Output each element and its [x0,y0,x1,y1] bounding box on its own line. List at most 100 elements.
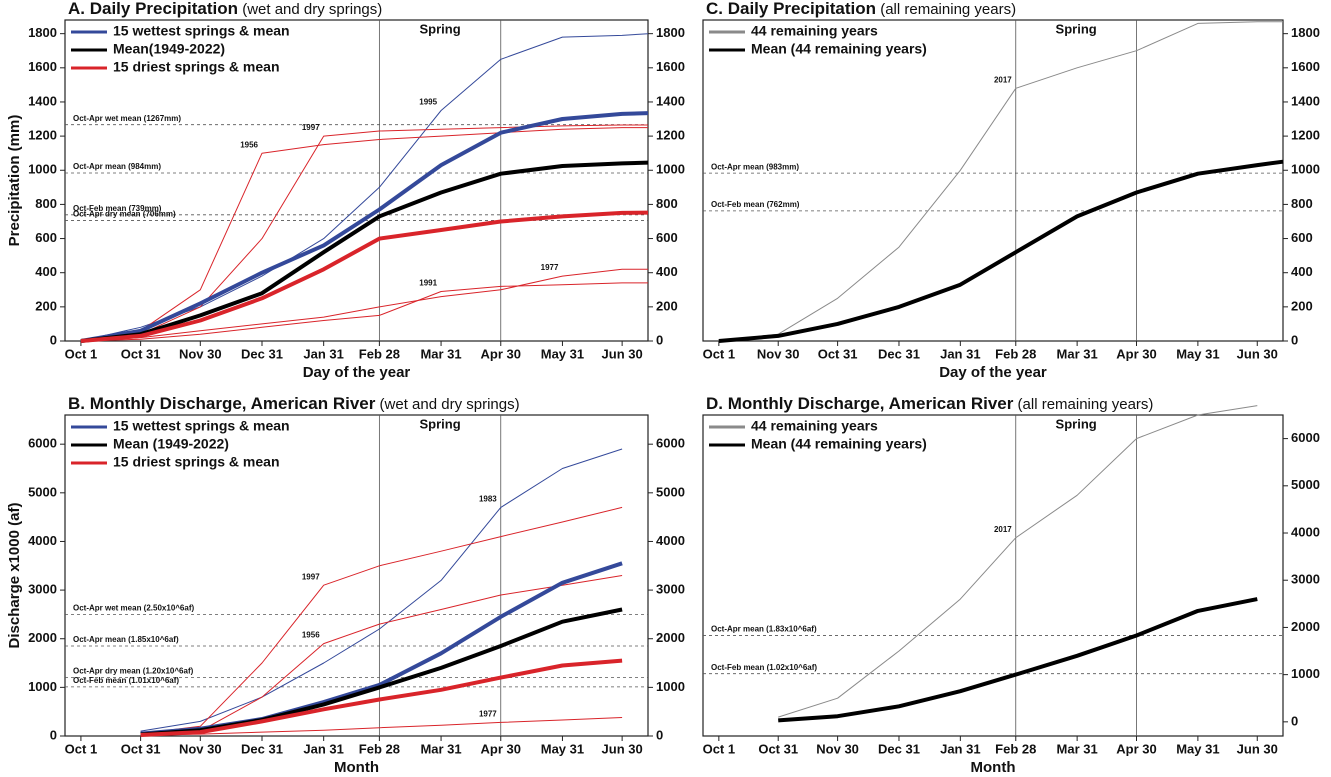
x-tick-label: Jun 30 [1237,346,1278,361]
x-tick-label: Oct 1 [703,741,736,756]
title-sub: (all remaining years) [876,1,1016,18]
y2-tick-label: 600 [656,230,678,245]
y2-tick-label: 1000 [1291,666,1320,681]
reference-label: Oct-Apr wet mean (1267mm) [73,114,181,123]
legend-label: Mean (1949-2022) [113,436,229,452]
reference-label: Oct-Apr mean (984mm) [73,162,161,171]
y2-tick-label: 0 [656,727,663,742]
x-tick-label: May 31 [1176,346,1219,361]
plot-frame [702,414,1284,737]
spring-label: Spring [1056,21,1097,36]
chart-title: A. Daily Precipitation (wet and dry spri… [68,0,382,18]
x-axis-label: Day of the year [939,364,1047,381]
y2-tick-label: 5000 [656,484,685,499]
title-sub: (wet and dry springs) [238,1,382,18]
x-tick-label: Nov 30 [816,741,859,756]
x-tick-label: May 31 [1176,741,1219,756]
y2-tick-label: 600 [1291,230,1313,245]
year-label: 1997 [302,123,320,132]
y-tick-label: 6000 [28,436,57,451]
legend-label: Mean (44 remaining years) [751,436,927,452]
x-tick-label: Dec 31 [241,741,283,756]
chart-title: B. Monthly Discharge, American River (we… [68,394,520,413]
x-axis-label: Day of the year [303,364,411,381]
y2-tick-label: 1000 [1291,162,1320,177]
legend-label: Mean(1949-2022) [113,41,225,57]
spring-label: Spring [419,21,460,36]
legend-label: 44 remaining years [751,418,878,434]
y2-tick-label: 800 [1291,196,1313,211]
year-label: 2017 [994,75,1012,84]
y-tick-label: 0 [50,727,57,742]
y2-tick-label: 1800 [1291,25,1320,40]
reference-label: Oct-Apr mean (983mm) [711,162,799,171]
y2-tick-label: 3000 [656,582,685,597]
y2-tick-label: 1000 [656,162,685,177]
x-tick-label: Mar 31 [420,346,461,361]
x-tick-label: Mar 31 [1057,346,1098,361]
x-tick-label: Oct 31 [818,346,858,361]
plot-frame [64,19,649,342]
x-tick-label: Mar 31 [1057,741,1098,756]
y-tick-label: 400 [35,264,57,279]
y2-tick-label: 2000 [1291,619,1320,634]
y2-tick-label: 400 [656,264,678,279]
y2-tick-label: 200 [1291,298,1313,313]
y2-tick-label: 0 [656,332,663,347]
title-main: B. Monthly Discharge, American River [68,394,376,413]
reference-label: Oct-Feb mean (762mm) [711,200,800,209]
y2-tick-label: 0 [1291,713,1298,728]
title-sub: (wet and dry springs) [375,396,519,413]
y-tick-label: 4000 [28,533,57,548]
x-axis-label: Month [971,759,1016,776]
legend-label: 15 wettest springs & mean [113,418,290,434]
series-line [778,597,1258,723]
y-tick-label: 200 [35,298,57,313]
y2-tick-label: 4000 [656,533,685,548]
x-tick-label: Oct 31 [121,346,161,361]
reference-label: Oct-Feb mean (1.02x10^6af) [711,663,817,672]
series-line [778,405,1258,718]
y2-tick-label: 0 [1291,332,1298,347]
y2-tick-label: 1200 [656,128,685,143]
reference-label: Oct-Apr mean (1.85x10^6af) [73,635,179,644]
legend-label: Mean (44 remaining years) [751,41,927,57]
series-line [80,210,649,343]
series-line [80,282,648,342]
series-line [80,160,649,343]
legend-label: 44 remaining years [751,23,878,39]
y2-tick-label: 200 [656,298,678,313]
y2-tick-label: 6000 [1291,430,1320,445]
x-tick-label: Oct 1 [65,346,98,361]
x-tick-label: Apr 30 [1116,346,1156,361]
spring-label: Spring [419,416,460,431]
plot-frame [64,414,649,737]
y-tick-label: 1800 [28,25,57,40]
y2-tick-label: 1400 [656,93,685,108]
reference-label: Oct-Apr mean (1.83x10^6af) [711,625,817,634]
x-tick-label: Apr 30 [481,346,521,361]
y2-tick-label: 1600 [656,59,685,74]
year-label: 1995 [419,98,437,107]
y-tick-label: 5000 [28,484,57,499]
reference-label: Oct-Feb mean (1.01x10^6af) [73,676,179,685]
y2-tick-label: 5000 [1291,477,1320,492]
x-tick-label: Mar 31 [420,741,461,756]
title-main: A. Daily Precipitation [68,0,238,18]
x-tick-label: Dec 31 [241,346,283,361]
series-line [718,21,1283,342]
y2-tick-label: 1200 [1291,128,1320,143]
x-tick-label: Oct 31 [758,741,798,756]
x-tick-label: Nov 30 [179,346,222,361]
year-label: 1991 [419,279,437,288]
reference-label: Oct-Feb mean (739mm) [73,204,162,213]
y-tick-label: 1200 [28,128,57,143]
title-main: C. Daily Precipitation [706,0,876,18]
reference-label: Oct-Apr dry mean (1.20x10^6af) [73,667,194,676]
y2-tick-label: 400 [1291,264,1313,279]
x-tick-label: Dec 31 [878,346,920,361]
y-axis-label: Precipitation (mm) [6,115,23,247]
x-tick-label: Apr 30 [1116,741,1156,756]
x-tick-label: Jun 30 [1237,741,1278,756]
